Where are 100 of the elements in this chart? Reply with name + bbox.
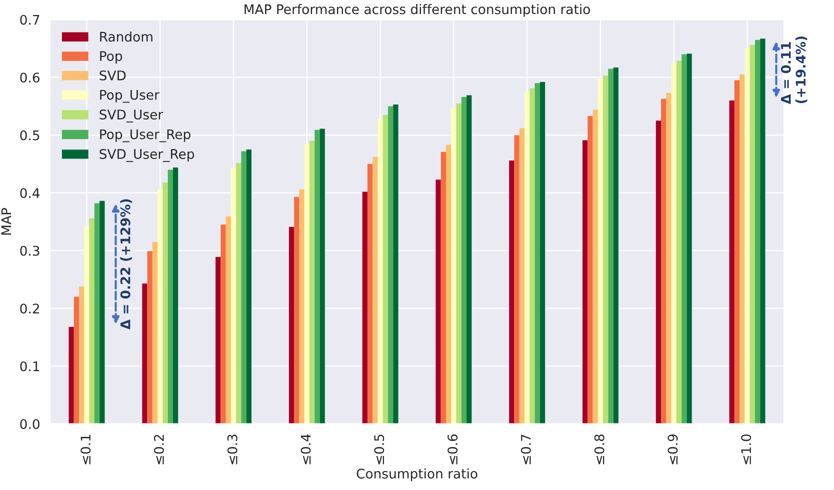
- bar: [393, 104, 398, 424]
- bar: [94, 203, 100, 424]
- legend-label: Pop_User: [100, 90, 160, 103]
- bar: [530, 88, 535, 424]
- bar: [74, 296, 80, 424]
- y-tick-label: 0.7: [20, 14, 40, 25]
- bar: [466, 95, 472, 424]
- bar: [666, 92, 672, 424]
- bar: [451, 108, 456, 424]
- x-tick-label: ≤0.1: [80, 434, 91, 464]
- y-tick-label: 0.0: [20, 419, 40, 430]
- bar: [162, 182, 168, 424]
- bar: [686, 54, 692, 424]
- x-tick-label: ≤0.5: [374, 434, 384, 464]
- bar: [362, 192, 368, 424]
- bar: [220, 224, 226, 424]
- bar: [372, 157, 378, 424]
- bar: [440, 152, 446, 424]
- x-tick-label: ≤0.4: [300, 434, 311, 464]
- bar: [158, 189, 163, 424]
- bar: [288, 226, 294, 424]
- bar: [299, 189, 304, 424]
- x-tick-label: ≤0.3: [227, 434, 238, 464]
- bar: [230, 168, 236, 424]
- bar: [456, 103, 462, 424]
- x-tick-label: ≤0.6: [448, 434, 458, 464]
- bar: [676, 60, 682, 424]
- bar: [294, 196, 300, 424]
- bar: [671, 62, 676, 424]
- bar: [514, 135, 520, 424]
- bar: [740, 74, 745, 424]
- bar: [754, 40, 760, 424]
- bar: [509, 160, 514, 424]
- bar: [79, 286, 84, 424]
- x-tick-label: ≤0.7: [520, 434, 531, 464]
- bar: [84, 226, 90, 424]
- legend-label: SVD_User_Rep: [100, 149, 194, 162]
- bar: [226, 216, 231, 424]
- y-tick-label: 0.6: [20, 72, 40, 83]
- bar: [388, 106, 394, 424]
- bar: [534, 83, 540, 424]
- annotation: Δ = 0.11 (+19.4%): [780, 36, 808, 104]
- y-tick-label: 0.5: [20, 130, 40, 140]
- bar: [656, 120, 662, 424]
- bar: [446, 144, 452, 424]
- bar: [582, 140, 588, 424]
- bar: [89, 218, 94, 424]
- bar: [216, 256, 221, 424]
- bar: [382, 114, 388, 424]
- legend-label: SVD_User: [100, 110, 164, 122]
- x-axis-title: Consumption ratio: [356, 468, 478, 482]
- legend-label: Pop: [100, 51, 122, 64]
- chart-title: MAP Performance across different consumption ratio: [244, 4, 590, 17]
- bar: [598, 79, 604, 424]
- annotation: Δ = 0.22 (+129%): [120, 199, 132, 330]
- bar: [608, 68, 614, 424]
- bar: [744, 48, 750, 424]
- bar: [734, 80, 740, 424]
- bar: [661, 98, 666, 424]
- bar: [540, 82, 546, 424]
- bar: [436, 180, 441, 424]
- bar: [304, 144, 310, 424]
- bar: [378, 118, 383, 424]
- bar: [142, 284, 148, 424]
- bar: [152, 242, 158, 424]
- bar: [613, 68, 618, 424]
- bar: [682, 54, 687, 424]
- bar: [246, 150, 252, 424]
- bar: [147, 251, 152, 424]
- x-tick-label: ≤0.2: [154, 434, 164, 464]
- bar: [461, 96, 467, 424]
- bar: [592, 110, 598, 424]
- bar: [241, 151, 246, 424]
- bar: [168, 170, 173, 424]
- bar: [524, 92, 530, 424]
- y-axis-title: MAP: [1, 208, 12, 235]
- bar: [320, 128, 325, 424]
- bar: [760, 38, 766, 424]
- y-tick-label: 0.1: [20, 361, 40, 372]
- x-tick-label: ≤1.0: [741, 434, 752, 464]
- bar: [603, 76, 608, 424]
- bar: [367, 164, 373, 424]
- bar: [236, 162, 242, 424]
- legend-label: Random: [100, 31, 152, 42]
- x-tick-label: ≤0.8: [594, 434, 604, 464]
- bar: [314, 130, 320, 424]
- bar: [519, 128, 525, 424]
- bar: [729, 100, 734, 424]
- y-tick-label: 0.2: [20, 304, 39, 314]
- y-tick-label: 0.3: [20, 246, 40, 256]
- x-tick-label: ≤0.9: [668, 434, 678, 464]
- legend-label: SVD: [100, 70, 126, 80]
- bar: [172, 167, 178, 424]
- y-tick-label: 0.4: [20, 188, 40, 198]
- bar: [750, 45, 755, 424]
- legend-label: Pop_User_Rep: [100, 129, 190, 142]
- bar: [588, 116, 593, 424]
- bar: [68, 326, 74, 424]
- bar: [100, 200, 105, 424]
- bar: [309, 140, 315, 424]
